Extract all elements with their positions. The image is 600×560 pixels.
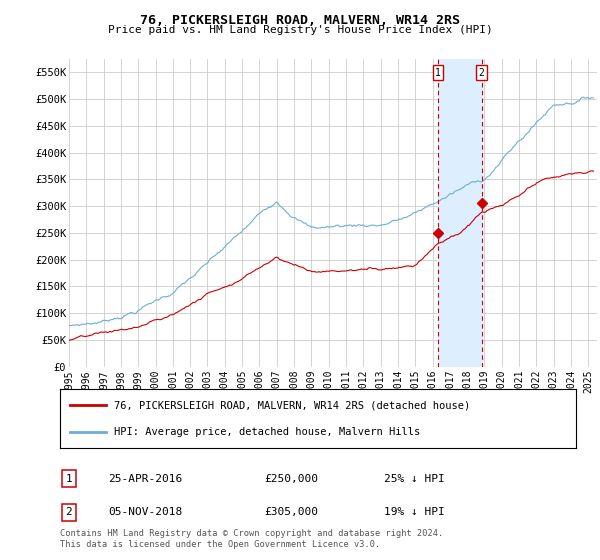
- Text: Price paid vs. HM Land Registry's House Price Index (HPI): Price paid vs. HM Land Registry's House …: [107, 25, 493, 35]
- Text: 25% ↓ HPI: 25% ↓ HPI: [384, 474, 445, 484]
- Text: 2: 2: [65, 507, 73, 517]
- Text: 19% ↓ HPI: 19% ↓ HPI: [384, 507, 445, 517]
- Text: 76, PICKERSLEIGH ROAD, MALVERN, WR14 2RS: 76, PICKERSLEIGH ROAD, MALVERN, WR14 2RS: [140, 14, 460, 27]
- Text: £250,000: £250,000: [264, 474, 318, 484]
- Bar: [438, 59, 482, 367]
- Text: 2: 2: [479, 68, 485, 78]
- Text: HPI: Average price, detached house, Malvern Hills: HPI: Average price, detached house, Malv…: [114, 427, 421, 437]
- Text: 05-NOV-2018: 05-NOV-2018: [108, 507, 182, 517]
- Text: 76, PICKERSLEIGH ROAD, MALVERN, WR14 2RS (detached house): 76, PICKERSLEIGH ROAD, MALVERN, WR14 2RS…: [114, 400, 470, 410]
- Text: 1: 1: [65, 474, 73, 484]
- Text: Contains HM Land Registry data © Crown copyright and database right 2024.
This d: Contains HM Land Registry data © Crown c…: [60, 529, 443, 549]
- Text: 25-APR-2016: 25-APR-2016: [108, 474, 182, 484]
- Text: £305,000: £305,000: [264, 507, 318, 517]
- Text: 1: 1: [435, 68, 441, 78]
